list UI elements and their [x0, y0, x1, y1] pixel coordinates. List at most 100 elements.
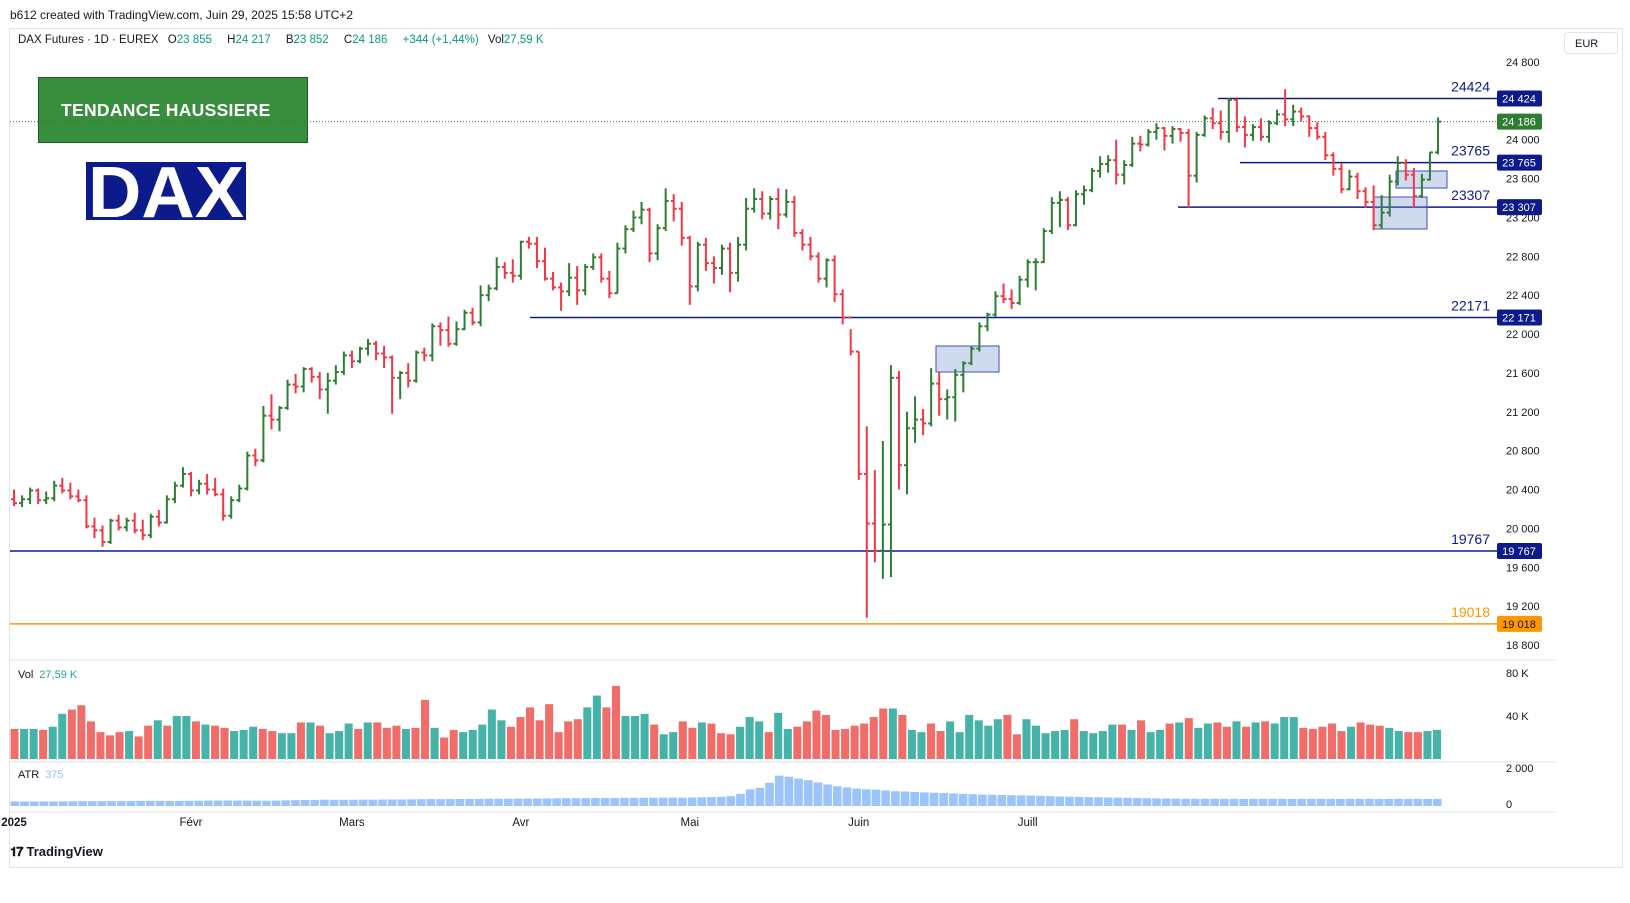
atr-bar — [503, 798, 513, 806]
ohlc-bar — [1105, 155, 1112, 173]
ohlc-bar — [405, 363, 412, 388]
level-label-19767: 19767 — [1451, 531, 1490, 547]
volume-bar — [191, 721, 200, 759]
volume-bar — [77, 705, 86, 759]
atr-bar — [29, 801, 39, 806]
volume-bar — [1251, 722, 1260, 759]
volume-bar — [516, 717, 525, 759]
atr-bar — [968, 794, 978, 806]
ohlc-bar — [292, 373, 299, 394]
atr-bar — [58, 801, 68, 806]
ohlc-bar — [381, 345, 388, 369]
volume-bar — [48, 726, 57, 759]
level-label-19018: 19018 — [1451, 604, 1490, 620]
ohlc-bar — [365, 338, 371, 356]
volume-bar — [315, 725, 325, 759]
symbol-info-bar: DAX Futures · 1D · EUREX O23 855 H24 217… — [18, 34, 556, 46]
atr-bar — [1326, 798, 1336, 806]
y-tick-label: 21 600 — [1506, 368, 1540, 380]
volume-bar — [325, 733, 334, 759]
ohlc-bar — [1233, 98, 1240, 132]
volume-bar — [1175, 722, 1184, 759]
atr-bar — [165, 800, 174, 806]
volume-bar — [869, 717, 878, 759]
volume-bar — [955, 732, 964, 759]
atr-bar — [1103, 797, 1113, 806]
ohlc-bar — [517, 240, 524, 280]
y-tick-label: 23 200 — [1506, 212, 1540, 224]
atr-bar — [1258, 798, 1268, 806]
chart-creator-line: b612 created with TradingView.com, Juin … — [10, 8, 353, 22]
atr-bar — [1036, 795, 1045, 806]
axis-badge-24424 — [1497, 90, 1542, 107]
vol-label: Vol — [487, 34, 504, 46]
ohlc-bar — [1410, 167, 1417, 208]
volume-bar — [993, 719, 1002, 759]
volume-bar — [268, 731, 277, 759]
symbol-title[interactable]: DAX Futures · 1D · EUREX — [18, 34, 159, 46]
ohlc-bar — [702, 237, 709, 271]
ohlc-bar — [236, 484, 243, 503]
ohlc-bar — [308, 367, 315, 383]
ohlc-bar — [952, 369, 959, 422]
tradingview-brand-text: TradingView — [26, 844, 103, 859]
tradingview-brand[interactable]: 𝟏𝟕 TradingView — [10, 844, 103, 860]
ohlc-bar — [1402, 159, 1409, 181]
x-tick-label: Mai — [681, 817, 700, 829]
atr-bar — [1181, 798, 1190, 806]
ohlc-bar — [461, 309, 468, 331]
ohlc-bar — [1434, 117, 1441, 155]
volume-bar — [487, 709, 496, 759]
ohlc-bar — [718, 244, 725, 275]
volume-bar — [1356, 722, 1365, 759]
atr-bar — [1152, 798, 1161, 806]
atr-bar — [591, 798, 600, 806]
ohlc-bar — [735, 236, 742, 282]
atr-bar — [426, 799, 436, 806]
ohlc-bar — [147, 513, 154, 539]
y-tick-label: 22 000 — [1506, 329, 1540, 341]
atr-bar — [571, 798, 581, 806]
atr-bar — [68, 801, 78, 806]
ohlc-bar — [799, 229, 806, 251]
ohlc-bar — [397, 370, 404, 400]
y-tick-label: 20 000 — [1506, 523, 1540, 535]
volume-bar — [306, 722, 315, 759]
atr-bar — [474, 798, 484, 806]
ohlc-bar — [1097, 156, 1104, 178]
volume-bar — [1404, 732, 1413, 759]
volume-bar — [39, 729, 48, 759]
ohlc-bar — [968, 345, 975, 366]
atr-bar — [455, 798, 465, 806]
ohlc-bar — [936, 371, 943, 416]
atr-bar — [890, 791, 900, 806]
ohlc-bar — [1394, 156, 1401, 186]
ohlc-bar — [1241, 116, 1248, 148]
atr-bar — [562, 798, 571, 806]
ohlc-bar — [1426, 151, 1433, 181]
ohlc-bar — [678, 201, 685, 246]
atr-bar — [271, 800, 281, 806]
volume-bar — [697, 722, 706, 759]
volume-bar — [363, 722, 372, 759]
ohlc-bar — [453, 321, 460, 346]
atr-bar — [1316, 798, 1326, 806]
volume-bar — [105, 735, 115, 759]
ohlc-bar — [590, 253, 597, 270]
ohlc-bar — [1048, 197, 1055, 234]
ohlc-bar — [1378, 195, 1385, 230]
ohlc-bar — [550, 271, 557, 291]
axis-badge-19767 — [1497, 543, 1542, 560]
ohlc-bar — [316, 371, 323, 400]
currency-button[interactable]: EUR — [1564, 32, 1618, 54]
ohlc-bar — [783, 189, 790, 218]
volume-bar — [831, 729, 840, 759]
ohlc-bar — [622, 225, 629, 254]
volume-bar — [1232, 721, 1241, 759]
atr-bar — [387, 799, 397, 806]
atr-bar — [300, 800, 310, 806]
ohlc-bar — [1322, 131, 1329, 161]
atr-bar — [765, 782, 774, 806]
axis-badge-text-19767: 19 767 — [1502, 546, 1536, 558]
